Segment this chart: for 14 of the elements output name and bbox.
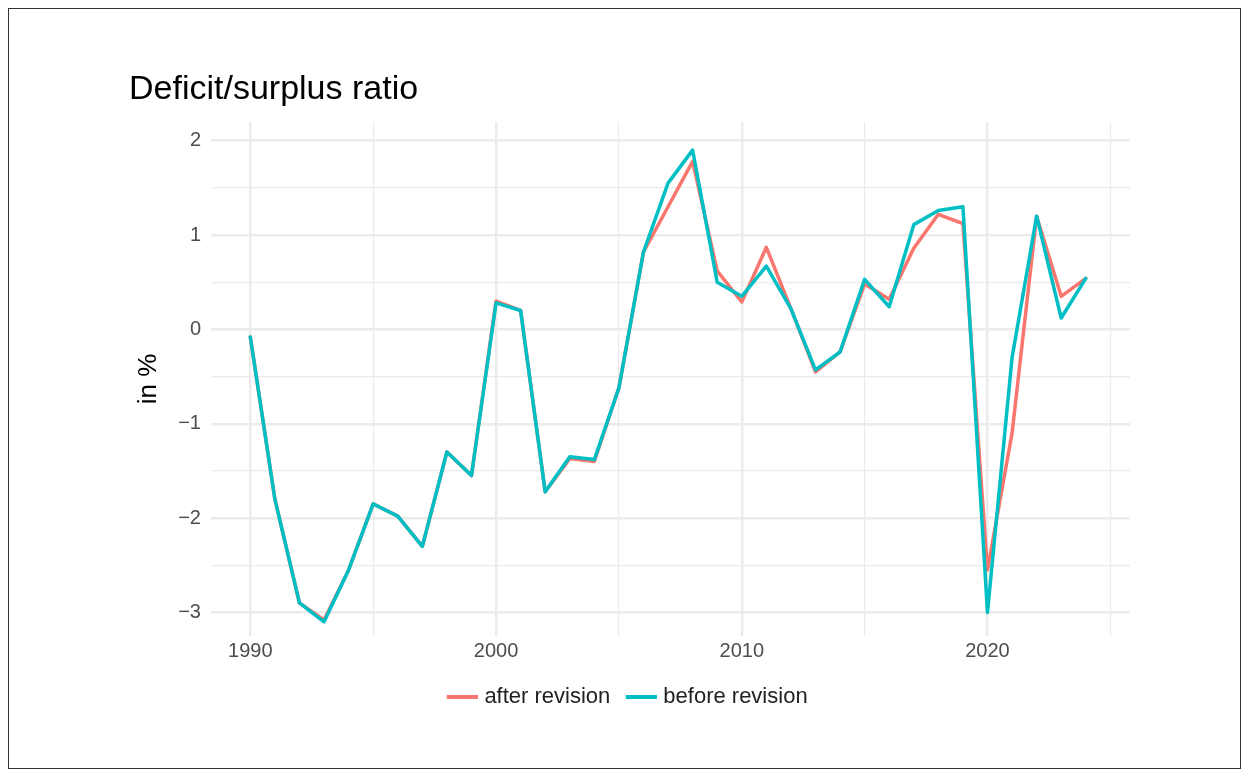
x-tick-label: 1990 — [228, 638, 273, 661]
legend-label: after revision — [484, 683, 611, 709]
x-tick-label: 2010 — [719, 638, 765, 661]
y-tick-label: −1 — [178, 411, 201, 434]
y-tick-label: −3 — [178, 599, 201, 622]
legend-label: before revision — [663, 683, 808, 709]
x-tick-label: 2000 — [473, 638, 519, 661]
x-tick-label: 2020 — [965, 638, 1010, 661]
y-tick-label: 0 — [189, 316, 201, 339]
chart-title: Deficit/surplus ratio — [129, 67, 419, 106]
y-tick-label: −2 — [178, 505, 201, 528]
y-axis-title: in % — [131, 353, 162, 405]
y-tick-label: 1 — [189, 222, 201, 245]
y-tick-label: 2 — [189, 128, 201, 151]
